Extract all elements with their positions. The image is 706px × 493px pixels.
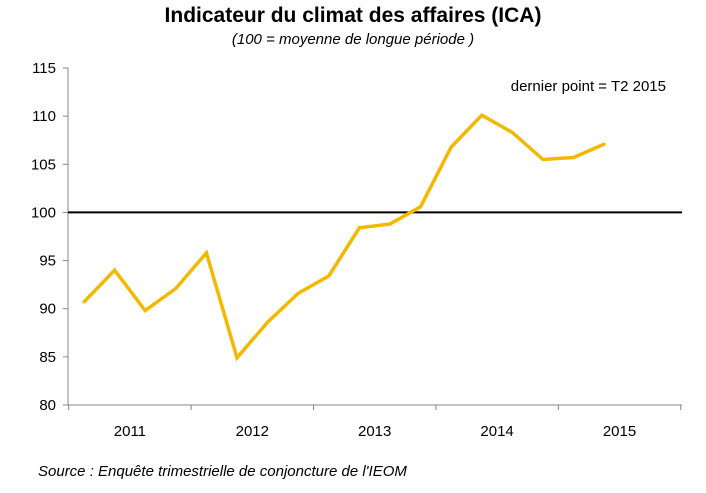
data-point [327,274,331,278]
x-tick-label: 2013 [358,423,391,440]
chart-subtitle: (100 = moyenne de longue période ) [231,31,475,48]
data-point [296,291,300,295]
y-tick-label: 80 [39,397,56,414]
chart-source: Source : Enquête trimestrielle de conjon… [38,463,407,480]
data-point [174,286,178,290]
y-tick-label: 115 [32,60,56,77]
x-tick-label: 2014 [480,423,513,440]
y-tick-label: 85 [39,349,56,366]
y-tick-label: 95 [39,253,56,270]
y-tick-label: 105 [31,156,56,173]
y-tick-label: 90 [39,301,56,318]
data-point [602,142,606,146]
data-point [82,300,86,304]
data-point [204,251,208,255]
data-point [419,205,423,209]
data-point [541,157,545,161]
data-point [235,356,239,360]
data-point [266,320,270,324]
x-tick-label: 2015 [603,423,636,440]
data-point [449,145,453,149]
data-point [572,156,576,160]
x-tick-label: 2012 [236,423,269,440]
data-point [388,222,392,226]
y-tick-label: 110 [32,108,56,125]
data-point [113,268,117,272]
x-tick-label: 2011 [114,423,146,440]
ica-series-line [82,113,605,362]
data-point [357,226,361,230]
last-point-annotation: dernier point = T2 2015 [511,78,666,95]
chart-title: Indicateur du climat des affaires (ICA) [164,4,542,27]
data-point [510,131,514,135]
data-point [480,113,484,117]
data-point [143,309,147,313]
y-tick-label: 100 [31,204,56,221]
line-chart: 80 85 90 95 100 105 110 115 2011 2012 2013 2014 201… [31,60,682,440]
